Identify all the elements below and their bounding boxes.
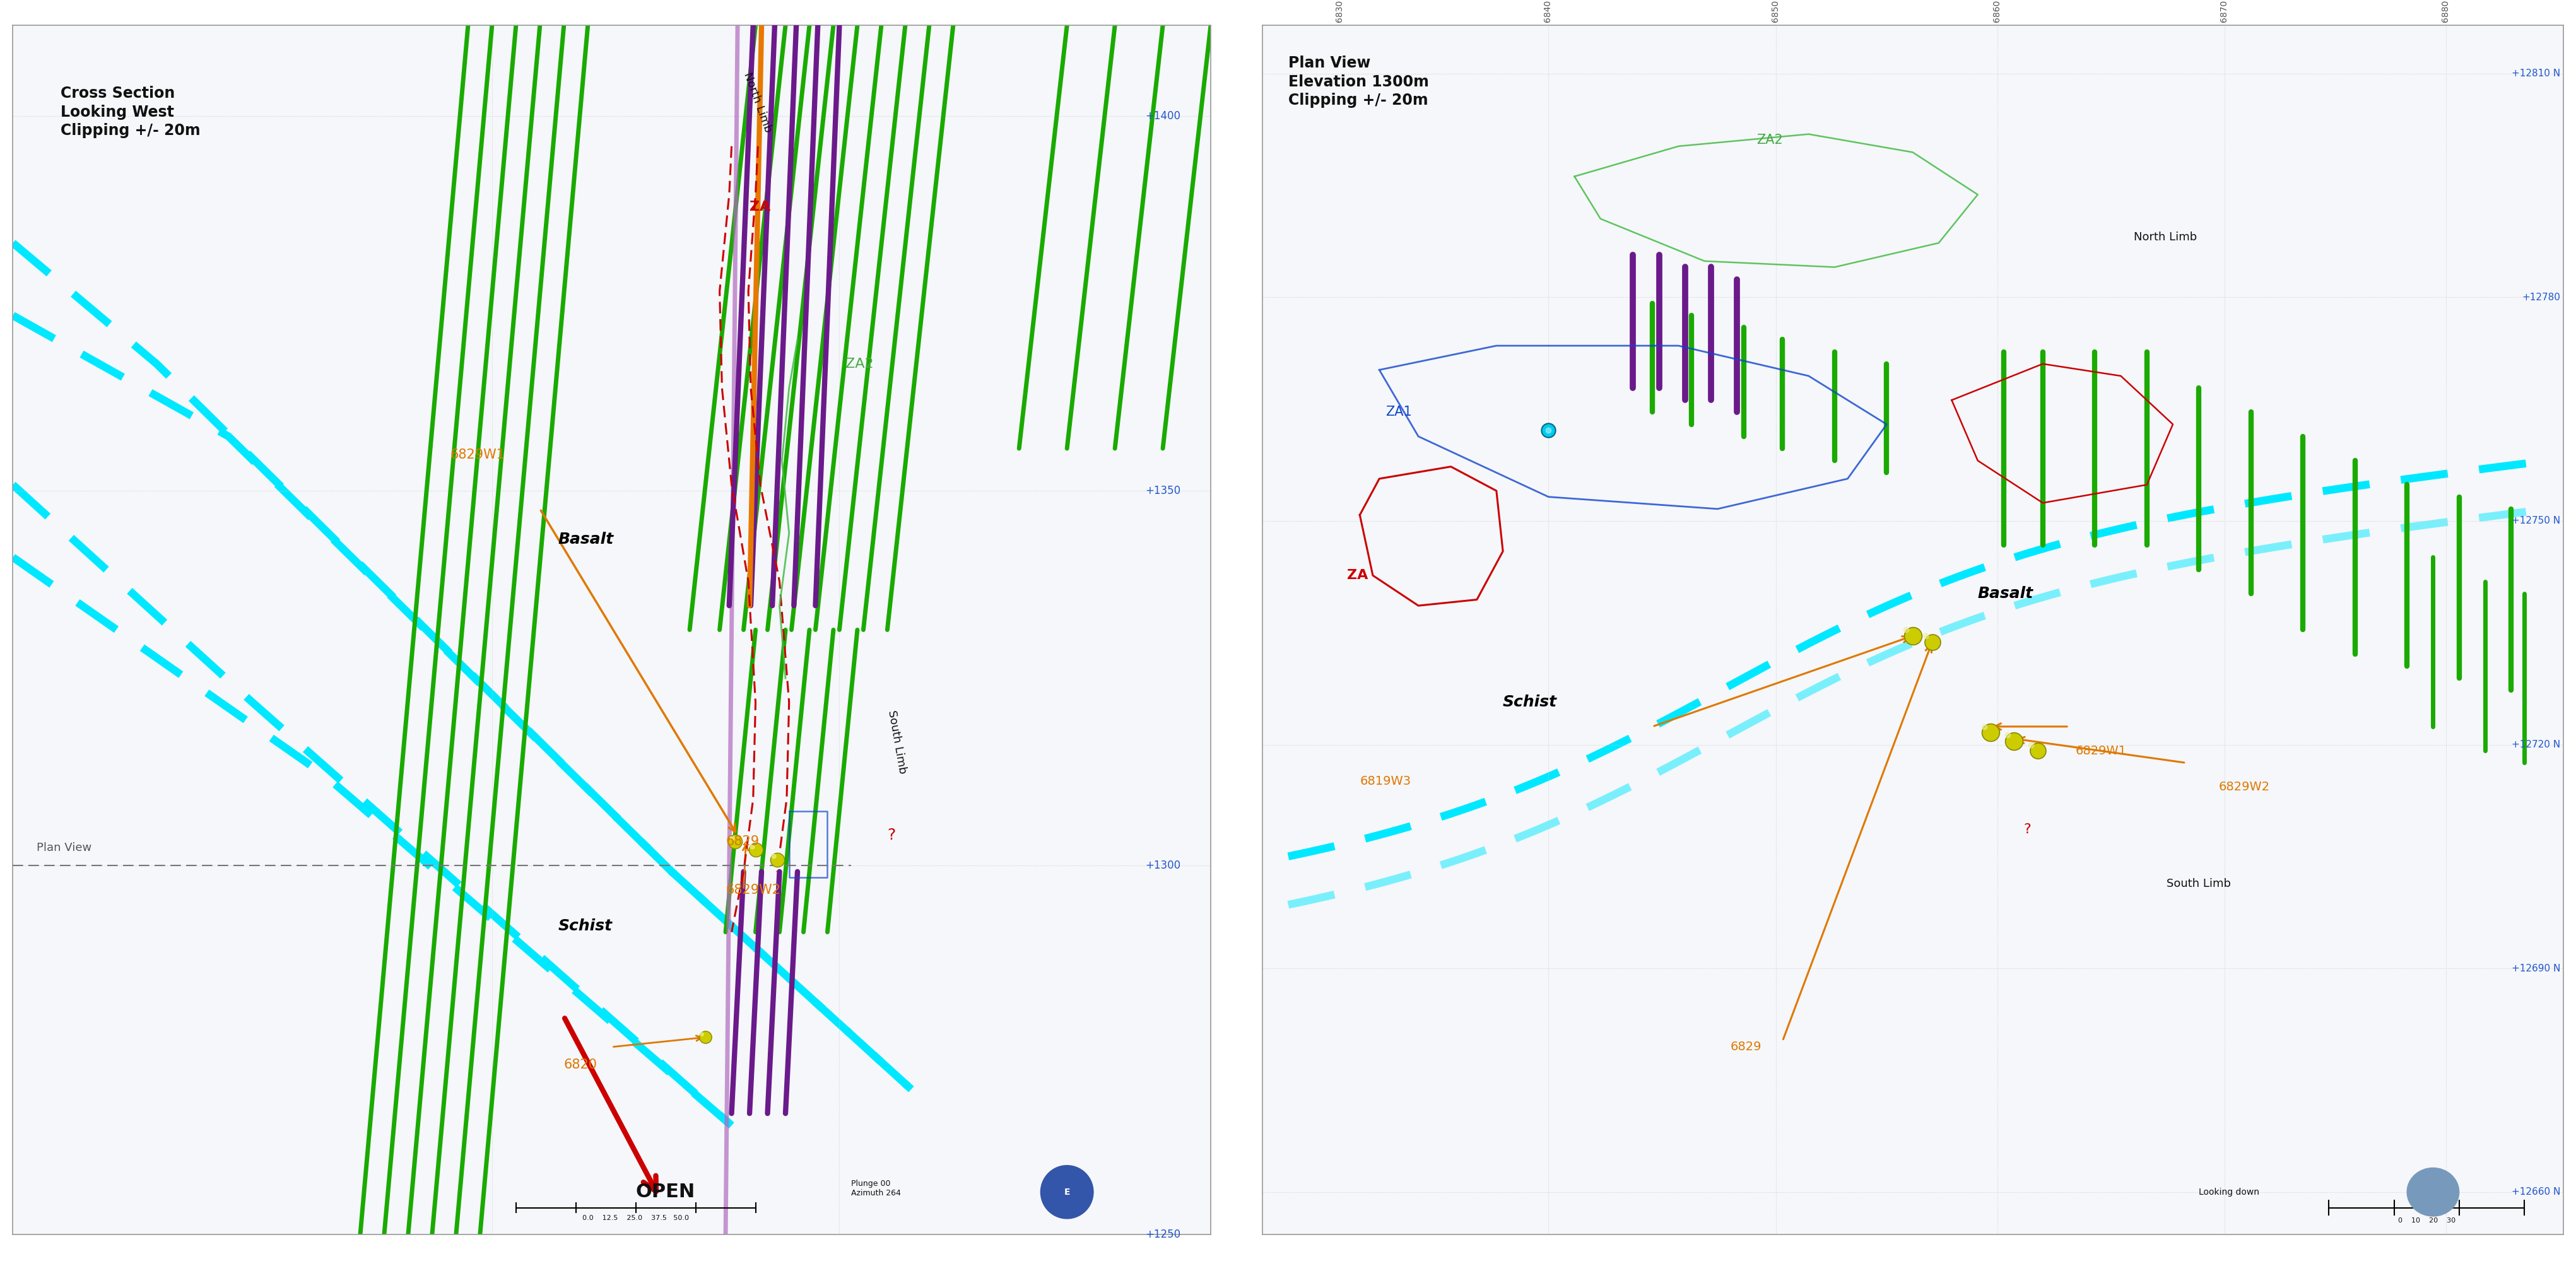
Text: OPEN: OPEN (636, 1182, 696, 1201)
Text: ZA2: ZA2 (845, 357, 873, 370)
Text: Schist: Schist (559, 918, 613, 933)
Text: +1350: +1350 (1146, 485, 1180, 496)
Text: Plan View: Plan View (36, 842, 93, 853)
Text: 6830 E: 6830 E (1337, 0, 1345, 23)
Text: 6870 E: 6870 E (2221, 0, 2228, 23)
Text: ?: ? (886, 828, 896, 843)
Text: +12660 N: +12660 N (2512, 1188, 2561, 1196)
Text: 6829W2: 6829W2 (726, 884, 781, 896)
Text: E: E (1064, 1188, 1069, 1196)
Text: 6880 E: 6880 E (2442, 0, 2450, 23)
Text: +1300: +1300 (1146, 860, 1180, 871)
Text: 6829W1: 6829W1 (451, 448, 505, 461)
Text: +12780: +12780 (2522, 292, 2561, 303)
Text: 0.0    12.5    25.0    37.5   50.0: 0.0 12.5 25.0 37.5 50.0 (582, 1215, 688, 1222)
Circle shape (2406, 1167, 2460, 1217)
Text: Schist: Schist (1502, 695, 1558, 710)
Text: +12750 N: +12750 N (2512, 517, 2561, 525)
Text: +12690 N: +12690 N (2512, 963, 2561, 974)
Text: South Limb: South Limb (886, 709, 909, 775)
Text: ?: ? (2022, 823, 2030, 836)
Text: 6850 E: 6850 E (1772, 0, 1780, 23)
Text: Looking down: Looking down (2200, 1188, 2259, 1196)
Text: Basalt: Basalt (559, 532, 613, 547)
Text: 6829W2: 6829W2 (2218, 781, 2269, 793)
Text: Cross Section
Looking West
Clipping +/- 20m: Cross Section Looking West Clipping +/- … (62, 86, 201, 138)
Text: ZA: ZA (1347, 570, 1368, 582)
Text: 6840 E: 6840 E (1543, 0, 1553, 23)
Text: 6860 E: 6860 E (1994, 0, 2002, 23)
Text: 6820: 6820 (564, 1058, 598, 1071)
Text: South Limb: South Limb (2166, 879, 2231, 890)
Text: ZA: ZA (750, 200, 770, 213)
Text: +1400: +1400 (1146, 110, 1180, 122)
Text: +12720 N: +12720 N (2512, 739, 2561, 749)
Text: 0    10    20    30: 0 10 20 30 (2398, 1217, 2455, 1223)
Text: ZA1: ZA1 (1386, 406, 1412, 419)
Text: Basalt: Basalt (1978, 586, 2032, 601)
Text: +1250: +1250 (1146, 1229, 1180, 1239)
Text: North Limb: North Limb (2133, 232, 2197, 243)
Text: Plan View
Elevation 1300m
Clipping +/- 20m: Plan View Elevation 1300m Clipping +/- 2… (1288, 56, 1430, 108)
Text: 6829: 6829 (1731, 1041, 1762, 1053)
Text: ZA2: ZA2 (1757, 134, 1783, 147)
Text: 6829W1: 6829W1 (2076, 744, 2125, 757)
Text: Plunge 00
Azimuth 264: Plunge 00 Azimuth 264 (850, 1180, 902, 1198)
Text: North Limb: North Limb (742, 71, 775, 134)
Text: 6829: 6829 (726, 836, 760, 848)
Circle shape (1041, 1166, 1092, 1219)
Text: 6819W3: 6819W3 (1360, 775, 1412, 787)
Text: +12810 N: +12810 N (2512, 68, 2561, 78)
